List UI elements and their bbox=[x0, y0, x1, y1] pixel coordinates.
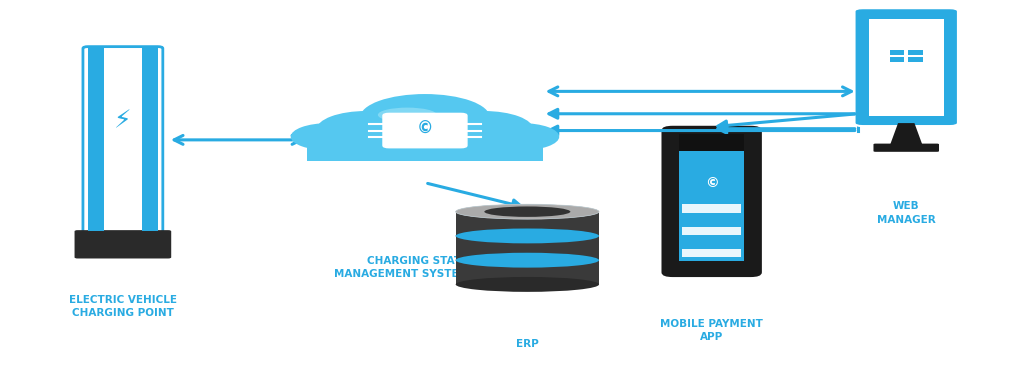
Text: MOBILE PAYMENT
APP: MOBILE PAYMENT APP bbox=[660, 319, 763, 342]
Ellipse shape bbox=[456, 204, 599, 219]
Ellipse shape bbox=[360, 94, 489, 141]
FancyBboxPatch shape bbox=[682, 227, 741, 235]
Ellipse shape bbox=[291, 123, 367, 150]
Ellipse shape bbox=[378, 107, 436, 122]
Ellipse shape bbox=[456, 228, 599, 243]
Text: ©: © bbox=[417, 120, 433, 138]
FancyBboxPatch shape bbox=[456, 260, 599, 284]
FancyBboxPatch shape bbox=[83, 47, 163, 233]
Text: CHARGING STATION
MANAGEMENT SYSTEM (CSMS): CHARGING STATION MANAGEMENT SYSTEM (CSMS… bbox=[334, 256, 516, 279]
Ellipse shape bbox=[456, 253, 599, 268]
FancyBboxPatch shape bbox=[456, 236, 599, 260]
FancyBboxPatch shape bbox=[142, 48, 158, 231]
Ellipse shape bbox=[456, 277, 599, 292]
FancyBboxPatch shape bbox=[663, 127, 761, 276]
FancyBboxPatch shape bbox=[854, 8, 958, 126]
Text: ⚡: ⚡ bbox=[114, 109, 132, 133]
Ellipse shape bbox=[456, 253, 599, 268]
FancyBboxPatch shape bbox=[890, 57, 904, 62]
FancyBboxPatch shape bbox=[908, 57, 923, 62]
FancyBboxPatch shape bbox=[456, 211, 599, 236]
Ellipse shape bbox=[456, 204, 599, 219]
Text: WEB
MANAGER: WEB MANAGER bbox=[877, 201, 936, 225]
FancyBboxPatch shape bbox=[383, 113, 467, 148]
Ellipse shape bbox=[483, 123, 559, 150]
FancyBboxPatch shape bbox=[75, 230, 171, 258]
Ellipse shape bbox=[316, 111, 416, 148]
Text: ERP: ERP bbox=[516, 339, 539, 350]
Text: ELECTRIC VEHICLE
CHARGING POINT: ELECTRIC VEHICLE CHARGING POINT bbox=[69, 295, 177, 318]
FancyBboxPatch shape bbox=[682, 204, 741, 213]
Ellipse shape bbox=[434, 111, 534, 148]
Ellipse shape bbox=[456, 228, 599, 243]
FancyBboxPatch shape bbox=[679, 142, 744, 261]
Polygon shape bbox=[890, 123, 923, 145]
FancyBboxPatch shape bbox=[88, 48, 103, 231]
FancyBboxPatch shape bbox=[682, 249, 741, 257]
FancyBboxPatch shape bbox=[307, 127, 543, 161]
FancyBboxPatch shape bbox=[873, 144, 939, 152]
FancyBboxPatch shape bbox=[908, 50, 923, 55]
FancyBboxPatch shape bbox=[868, 19, 944, 116]
FancyBboxPatch shape bbox=[679, 134, 744, 151]
FancyBboxPatch shape bbox=[890, 50, 904, 55]
Text: ©: © bbox=[705, 176, 719, 190]
Ellipse shape bbox=[484, 207, 570, 217]
